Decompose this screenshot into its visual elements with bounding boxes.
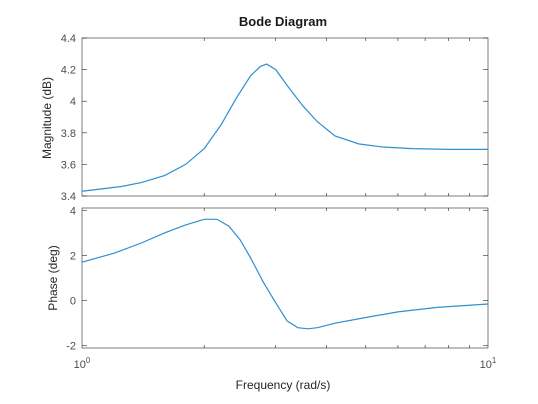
y-tick-label: 4.4: [61, 33, 76, 45]
axes-frame: [81, 37, 489, 197]
y-tick-label: 3.8: [61, 128, 76, 140]
phase-axis-label: Phase (deg): [46, 245, 60, 310]
phase-line: [81, 218, 489, 330]
x-tick-labels: 100 101: [74, 356, 497, 371]
y-tick-label: 4.2: [61, 65, 76, 77]
magnitude-panel: 3.4 3.6 3.8 4 4.2 4.4: [61, 33, 489, 203]
phase-panel: -2 0 2 4: [66, 205, 489, 353]
y-tick-label: 2: [70, 250, 76, 262]
y-tick-label: -2: [66, 341, 76, 353]
x-tick-label: 100: [74, 356, 91, 371]
y-tick-label: 3.4: [61, 191, 76, 203]
y-tick-label: 4: [70, 205, 76, 217]
y-tick-label: 0: [70, 296, 76, 308]
y-tick-label: 4: [70, 96, 76, 108]
x-tick-label: 101: [480, 356, 497, 371]
axes-frame: [81, 207, 489, 349]
magnitude-axis-label: Magnitude (dB): [40, 77, 54, 159]
chart-title: Bode Diagram: [239, 14, 327, 29]
magnitude-line: [81, 63, 488, 192]
frequency-axis-label: Frequency (rad/s): [236, 378, 331, 392]
y-tick-label: 3.6: [61, 159, 76, 171]
